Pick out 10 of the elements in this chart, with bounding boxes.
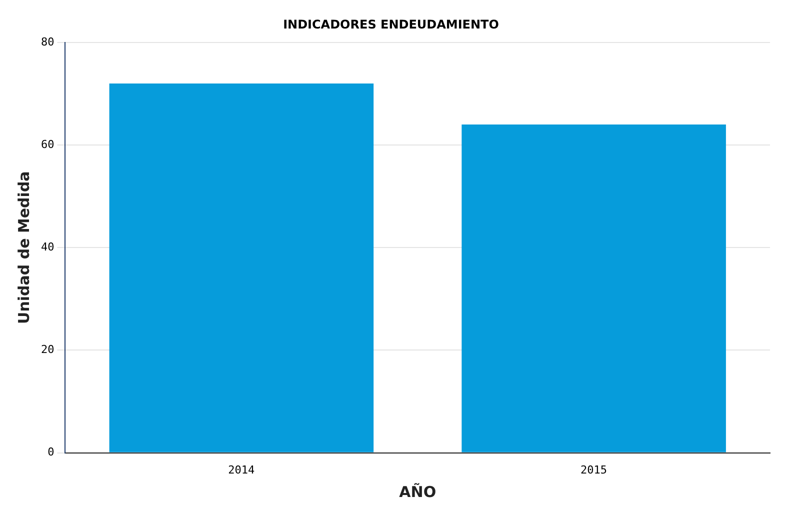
chart-title: INDICADORES ENDEUDAMIENTO xyxy=(283,17,499,32)
y-tick-label: 20 xyxy=(40,343,54,356)
x-tick-label: 2014 xyxy=(228,463,256,476)
y-axis-title: Unidad de Medida xyxy=(14,171,33,324)
y-tick-label: 0 xyxy=(48,446,54,459)
y-tick-label: 40 xyxy=(40,240,54,254)
x-tick-label: 2015 xyxy=(580,463,608,476)
x-axis-title: AÑO xyxy=(399,482,436,501)
y-tick-label: 80 xyxy=(40,35,54,48)
y-tick-label: 60 xyxy=(40,138,54,151)
